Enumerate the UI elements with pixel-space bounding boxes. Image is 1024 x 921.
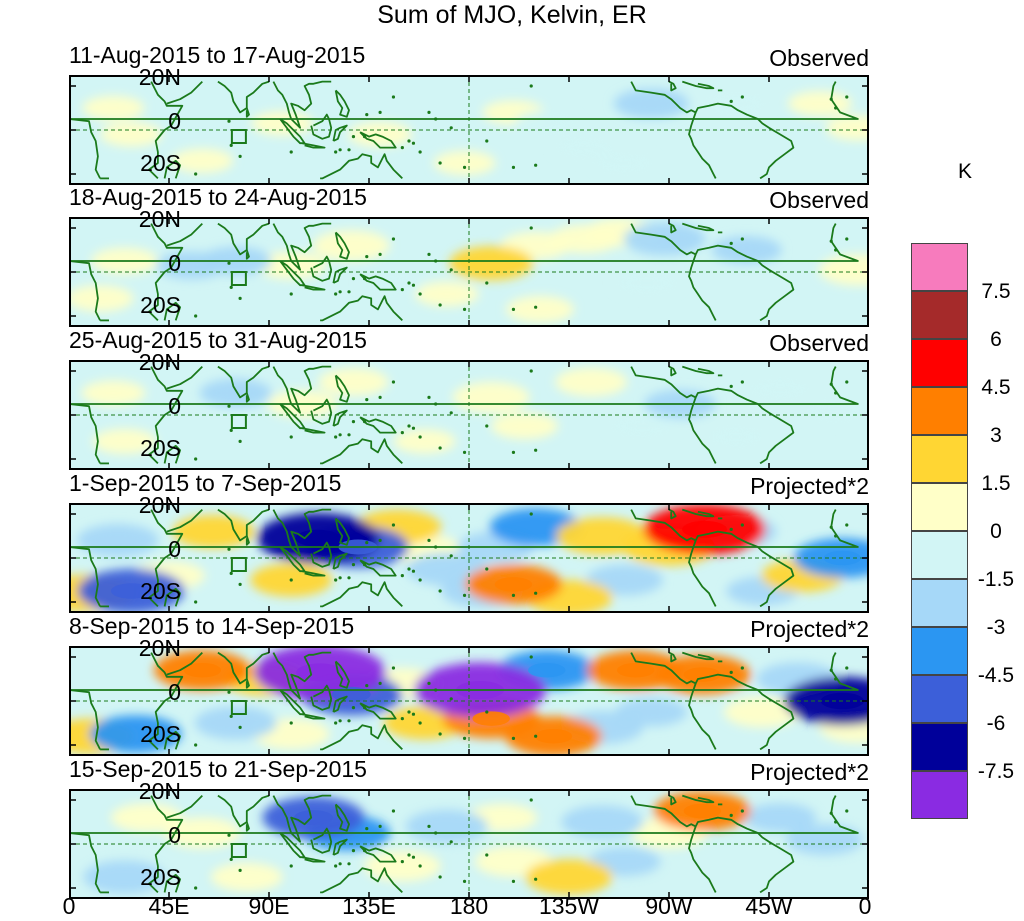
anomaly-map	[69, 646, 869, 756]
lat-label: 20S	[140, 721, 181, 747]
colorbar-label: 0	[990, 520, 1002, 543]
anomaly-map	[69, 360, 869, 470]
colorbar-swatch	[911, 435, 968, 483]
lat-label: 20S	[140, 864, 181, 890]
panel-date-range: 1-Sep-2015 to 7-Sep-2015	[69, 470, 342, 496]
colorbar-swatch	[911, 675, 968, 723]
lat-label: 0	[168, 393, 181, 419]
lon-label: 0	[858, 893, 872, 919]
panel-date-range: 11-Aug-2015 to 17-Aug-2015	[69, 42, 366, 68]
map-panel: 8-Sep-2015 to 14-Sep-2015 Projected*2	[0, 613, 900, 756]
panel-status-label: Observed	[769, 187, 869, 213]
lat-label: 0	[168, 250, 181, 276]
lon-label: 45E	[148, 893, 190, 919]
colorbar-label: -1.5	[977, 568, 1015, 591]
colorbar-swatch	[911, 291, 968, 339]
panel-date-range: 15-Sep-2015 to 21-Sep-2015	[69, 756, 367, 782]
lat-label: 20S	[140, 292, 181, 318]
panel-date-range: 25-Aug-2015 to 31-Aug-2015	[69, 327, 367, 353]
panel-date-range: 18-Aug-2015 to 24-Aug-2015	[69, 184, 367, 210]
map-panel: 25-Aug-2015 to 31-Aug-2015 Observed	[0, 327, 900, 470]
colorbar-swatch	[911, 579, 968, 627]
lon-label: 0	[62, 893, 76, 919]
panel-status-label: Projected*2	[750, 473, 869, 499]
colorbar-swatch	[911, 483, 968, 531]
map-panel: 15-Sep-2015 to 21-Sep-2015 Projected*2	[0, 756, 900, 899]
map-panel: 18-Aug-2015 to 24-Aug-2015 Observed	[0, 184, 900, 327]
colorbar-label: -3	[986, 616, 1006, 639]
colorbar-swatch	[911, 339, 968, 387]
lon-label: 90E	[248, 893, 290, 919]
anomaly-map	[69, 789, 869, 899]
lat-label: 0	[168, 536, 181, 562]
panel-status-label: Projected*2	[750, 759, 869, 785]
colorbar-swatch	[911, 243, 968, 291]
colorbar-swatch	[911, 531, 968, 579]
lat-label: 20N	[138, 778, 181, 804]
map-panel: 11-Aug-2015 to 17-Aug-2015 Observed	[0, 42, 900, 185]
colorbar-label: 4.5	[981, 376, 1011, 399]
lat-label: 0	[168, 108, 181, 134]
figure-title: Sum of MJO, Kelvin, ER	[377, 1, 647, 29]
lat-label: 20N	[138, 64, 181, 90]
colorbar-unit: K	[958, 160, 973, 183]
lat-label: 0	[168, 679, 181, 705]
colorbar-swatch	[911, 771, 968, 819]
lon-label: 135W	[538, 893, 600, 919]
anomaly-map	[69, 75, 869, 185]
lat-label: 20S	[140, 578, 181, 604]
lon-label: 180	[449, 893, 489, 919]
lat-label: 20S	[140, 435, 181, 461]
lat-label: 20N	[138, 206, 181, 232]
panel-status-label: Observed	[769, 330, 869, 356]
colorbar-swatch	[911, 627, 968, 675]
colorbar-label: -7.5	[977, 760, 1015, 783]
lon-label: 45W	[745, 893, 793, 919]
lon-label: 90W	[645, 893, 693, 919]
colorbar-label: -6	[986, 712, 1006, 735]
panel-status-label: Projected*2	[750, 616, 869, 642]
anomaly-map	[69, 503, 869, 613]
colorbar-swatch	[911, 723, 968, 771]
lat-label: 20S	[140, 150, 181, 176]
lat-label: 20N	[138, 349, 181, 375]
anomaly-map	[69, 217, 869, 327]
colorbar-label: 1.5	[981, 472, 1011, 495]
colorbar-label: 6	[990, 328, 1002, 351]
colorbar-label: 7.5	[981, 280, 1011, 303]
panel-date-range: 8-Sep-2015 to 14-Sep-2015	[69, 613, 355, 639]
lat-label: 20N	[138, 492, 181, 518]
map-panel: 1-Sep-2015 to 7-Sep-2015 Projected*2	[0, 470, 900, 613]
lat-label: 0	[168, 822, 181, 848]
lat-label: 20N	[138, 635, 181, 661]
panel-status-label: Observed	[769, 45, 869, 71]
colorbar-swatch	[911, 387, 968, 435]
lon-label: 135E	[342, 893, 396, 919]
colorbar-label: 3	[990, 424, 1002, 447]
colorbar-label: -4.5	[977, 664, 1015, 687]
